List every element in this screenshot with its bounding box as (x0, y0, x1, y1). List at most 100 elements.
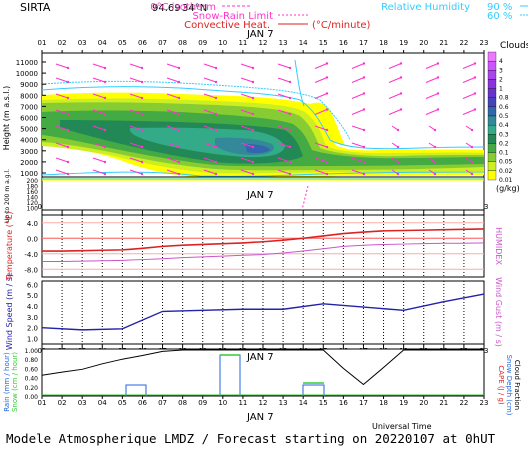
wind-arrow-head (473, 76, 477, 79)
wind-arrow-head (140, 128, 144, 132)
wind-arrow-head (288, 172, 292, 176)
precip-panel: 1.00 0.80 0.60 0.40 0.20 0.00 Rain (mm / hour… (3, 348, 521, 416)
precip-tick-label: 0.40 (25, 376, 39, 383)
wind-arrow (55, 93, 69, 99)
wind-arrow-head (251, 145, 255, 149)
wind-arrow-head (399, 76, 403, 79)
hour-label-17: 17 (359, 39, 368, 47)
surface-isotherm (301, 185, 309, 211)
rh60-contour (41, 80, 351, 141)
hour-label-07: 07 (158, 399, 167, 407)
hour-label-05: 05 (118, 39, 127, 47)
wind-arrow-head (103, 112, 107, 116)
cloud-legend-swatch (487, 152, 497, 162)
wind-arrow (465, 125, 473, 131)
wind-arrow (391, 169, 399, 175)
wind-arrow (203, 169, 217, 175)
legend-rh90: 90 % (487, 2, 512, 13)
wind-arrow (203, 63, 217, 69)
cloud-legend-swatch (487, 115, 497, 126)
wind-arrow (129, 109, 143, 115)
hour-label-22: 22 (459, 399, 468, 407)
temperature-ylabel: Temperature (°C) (5, 211, 14, 281)
hour-label-02: 02 (58, 399, 67, 407)
precip-tick-label: 0.20 (25, 385, 39, 392)
wind-arrow-head (399, 92, 403, 95)
wind-arrow (465, 157, 473, 163)
wind-arrow-head (433, 172, 437, 176)
bottom-day-label: JAN 7 (246, 412, 274, 423)
height-tick-label: 3000 (20, 148, 38, 156)
wind-arrow (240, 77, 254, 83)
wind-arrow-head (362, 108, 366, 111)
middle-day-label: JAN 7 (246, 190, 274, 201)
wind-arrow (240, 109, 254, 115)
cloud-legend-label: 0.6 (499, 104, 509, 111)
temperature-tick-label: 4.0 (27, 220, 38, 228)
wind-arrow-head (470, 160, 474, 164)
wind-arrow (314, 77, 328, 83)
forecast-footer: Modele Atmospherique LMDZ / Forecast sta… (6, 431, 496, 446)
precip-tick-label: 0.00 (25, 394, 39, 401)
height-tick-label: 8000 (20, 92, 38, 100)
wind-arrow-head (251, 96, 255, 100)
wind-arrow (166, 63, 180, 69)
cloud-legend-label: 0.5 (499, 113, 509, 120)
wind-arrow (428, 125, 436, 131)
cloud-legend-label: 3 (499, 67, 503, 74)
rain-ylabel: Rain (mm / hour) (3, 352, 11, 412)
wind-arrow-head (396, 172, 400, 176)
wind-arrow (462, 63, 476, 69)
wind-arrow-head (214, 96, 218, 100)
precip-yaxis: 1.00 0.80 0.60 0.40 0.20 0.00 (25, 348, 39, 401)
wind-arrow (351, 93, 365, 99)
hour-axis-bottom: 01 02 03 04 05 06 07 08 09 10 11 12 13 14 15 16 17 18 19 20… (38, 396, 488, 407)
wind-arrow (425, 63, 439, 69)
wind-arrow-head (325, 128, 329, 132)
precip-tick-label: 1.00 (25, 348, 39, 355)
cloud-fraction-line (41, 349, 484, 386)
wind-arrow-head (470, 172, 474, 176)
wind-arrow-head (140, 66, 144, 70)
wind-arrow-head (470, 145, 474, 149)
hour-axis-top: 01 02 03 04 05 06 07 08 09 10 11 12 13 14 15 16 17 18 19 20… (38, 39, 488, 53)
wind-arrow (92, 169, 106, 175)
wind-arrow (92, 93, 106, 99)
hour-label-21: 21 (439, 399, 448, 407)
precip-tick-label: 0.80 (25, 357, 39, 364)
hour-label-11: 11 (238, 399, 247, 407)
hour-label-18: 18 (379, 39, 388, 47)
surface-layer-frame (41, 176, 485, 211)
wind-arrow (203, 77, 217, 83)
wind-arrow-head (251, 112, 255, 116)
wind-arrow-head (362, 172, 366, 176)
height-tick-label: 5000 (20, 126, 38, 134)
wind-arrow (240, 93, 254, 99)
wind-arrow (166, 109, 180, 115)
hour-label-17: 17 (359, 399, 368, 407)
wind-arrow (92, 125, 106, 131)
wind-arrow-head (288, 160, 292, 164)
wind-tick-label: 6.0 (27, 281, 38, 289)
gust-ylabel: Wind Gust (m / s) (494, 277, 503, 347)
wind-arrow-head (177, 160, 181, 164)
universal-time-label: Universal Time (372, 422, 432, 431)
wind-arrows (55, 62, 477, 176)
hour-label-13: 13 (279, 399, 288, 407)
wind-arrow-head (436, 92, 440, 95)
temperature-yaxis: 4.0 0.0 -4.0 -8.0 (24, 220, 38, 275)
cloud-legend-swatch (487, 134, 497, 144)
height-tick-label: 7000 (20, 103, 38, 111)
height-tick-label: 9000 (20, 81, 38, 89)
cloud-legend-swatch (487, 124, 497, 135)
wind-arrow-head (177, 112, 181, 116)
cloud-legend-title: Clouds (500, 41, 528, 51)
rh90-contour (41, 86, 485, 150)
wind-arrow-head (396, 128, 400, 132)
hour-label-14: 14 (299, 39, 308, 47)
cloud-legend-swatch (487, 170, 497, 181)
wind-arrow-head (325, 160, 329, 164)
wind-arrow (166, 169, 180, 175)
hour-label-10: 10 (218, 399, 227, 407)
